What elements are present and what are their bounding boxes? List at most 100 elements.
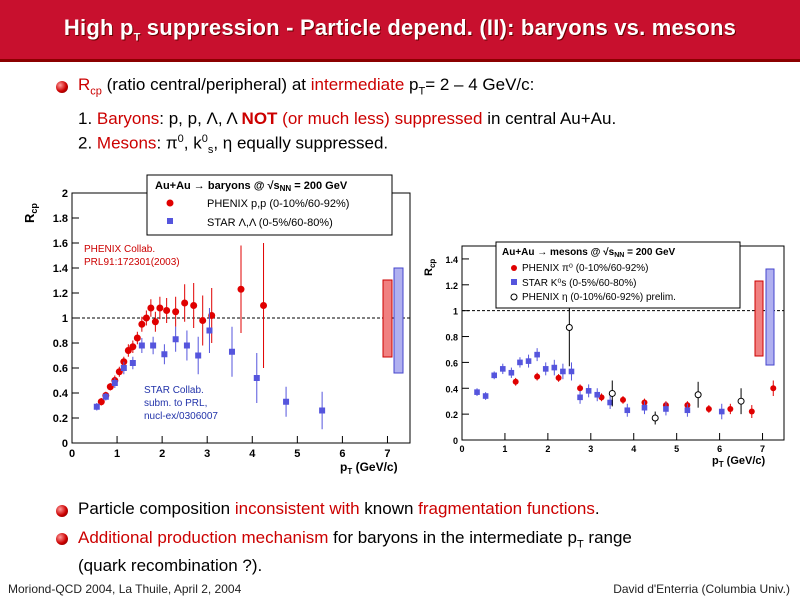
phenix-baryon-point [151,318,159,326]
y-tick-label: 1.6 [53,238,68,250]
star-lambda-point [253,375,260,381]
star-k0s-point [491,372,497,379]
y-tick-label: 0.6 [445,358,458,368]
phenix-pi0-point [620,396,626,403]
legend-phenix-marker [166,199,174,207]
y-tick-label: 1.2 [445,281,458,291]
phenix-baryon-point [172,308,180,316]
y-tick-label: 1.4 [53,263,69,275]
bullet-recombination: Additional production mechanism for bary… [78,528,632,551]
phenix-baryon-point [190,302,198,309]
x-tick-label: 7 [384,448,390,460]
star-k0s-point [585,388,592,394]
x-tick-label: 0 [459,444,464,454]
star-k0s-point [474,389,480,395]
right-star-syst-band [765,268,775,366]
y-tick-label: 1.4 [445,255,458,265]
star-syst-band [393,267,404,374]
star-lambda-point [172,336,179,343]
phenix-baryon-point [156,304,164,312]
intro-line: Rcp (ratio central/peripheral) at interm… [78,75,535,98]
star-lambda-point [102,393,109,400]
right-legend-title: Au+Au → mesons @ √sNN = 200 GeV [502,247,676,259]
phenix-baryon-point [181,299,189,307]
star-k0s-point [641,404,648,411]
phenix-syst-band [382,279,393,358]
y-tick-label: 2 [62,188,68,200]
star-k0s-point [624,407,631,414]
star-lambda-point [138,342,145,349]
x-tick-label: 1 [114,448,120,460]
star-k0s-point [499,366,506,372]
footer-left: Moriond-QCD 2004, La Thuile, April 2, 20… [8,582,242,596]
star-lambda-point [183,342,190,349]
star-k0s-point [607,399,613,406]
bullet-fragmentation: Particle composition inconsistent with k… [78,499,600,518]
y-tick-label: 0.2 [445,410,458,420]
right-legend-eta-label: PHENIX η (0-10%/60-92%) prelim. [522,292,676,303]
phenix-baryon-point [142,314,150,322]
right-legend-phenix-label: PHENIX π⁰ (0-10%/60-92%) [522,263,649,274]
star-k0s-point [568,368,575,375]
star-lambda-point [319,407,326,414]
right-ylabel: Rcp [423,259,437,276]
left-ylabel: Rcp [22,203,39,223]
star-k0s-point [508,369,515,376]
phenix-pi0-point [770,385,777,392]
x-tick-label: 1 [502,444,507,454]
star-k0s-point [542,366,549,372]
y-tick-label: 1 [453,307,458,317]
phenix-baryon-point [237,285,245,293]
star-k0s-point [718,408,725,415]
star-k0s-point [525,358,532,364]
star-ref-1: STAR Collab. [144,385,204,396]
mesons-line: 2. Mesons: π0, k0s, η equally suppressed… [78,133,389,157]
phenix-pi0-point [512,378,519,385]
phenix-ref-1: PHENIX Collab. [84,244,155,255]
star-k0s-point [551,364,558,371]
x-tick-label: 3 [588,444,593,454]
y-tick-label: 0.2 [53,413,68,425]
y-tick-label: 1.2 [53,288,68,300]
legend-star-marker [167,218,173,224]
star-k0s-point [684,407,691,414]
phenix-eta-point [737,397,745,405]
x-tick-label: 4 [631,444,636,454]
star-lambda-point [93,403,100,410]
y-tick-label: 0.8 [53,338,68,350]
legend-phenix-label: PHENIX p,p (0-10%/60-92%) [207,198,349,210]
y-tick-label: 0.4 [53,388,69,400]
star-k0s-point [482,393,489,399]
right-phenix-syst-band [754,280,764,357]
phenix-pi0-point [577,385,584,392]
phenix-pi0-point [555,374,562,381]
phenix-pi0-point [705,405,712,412]
y-tick-label: 1.8 [53,213,68,225]
star-lambda-point [283,398,290,405]
phenix-eta-point [651,414,659,422]
bullet-icon [56,533,68,545]
x-tick-label: 3 [204,448,210,460]
baryon-rcp-plot: 0 1 2 3 4 5 6 700.20.40.60.811.21.41.61.82 Rcp … [22,174,411,476]
meson-rcp-plot: 0 1 2 3 4 5 6 7 0 0.2 0.4 0.6 0.8 1 1.2 1.4 Rcp pT (GeV… [423,241,785,469]
right-xlabel: pT (GeV/c) [712,455,766,469]
phenix-eta-point [565,323,573,331]
phenix-baryon-point [147,304,155,312]
legend-star-label: STAR Λ,Λ (0-5%/60-80%) [207,217,333,229]
right-legend [495,241,741,309]
star-k0s-point [663,406,669,412]
phenix-pi0-point [748,408,755,415]
star-k0s-point [594,391,601,398]
bullet-recombination-cont: (quark recombination ?). [78,556,263,575]
phenix-baryon-point [138,320,146,328]
star-lambda-point [161,351,168,358]
phenix-baryon-point [133,334,141,342]
star-k0s-point [534,351,540,358]
x-tick-label: 2 [545,444,550,454]
phenix-baryon-point [260,302,268,309]
slide-title-bar: High pT suppression - Particle depend. (… [0,0,800,62]
y-tick-label: 0.6 [53,363,68,375]
star-ref-2: subm. to PRL, [144,398,207,409]
star-lambda-point [111,380,118,386]
phenix-eta-point [608,389,616,397]
